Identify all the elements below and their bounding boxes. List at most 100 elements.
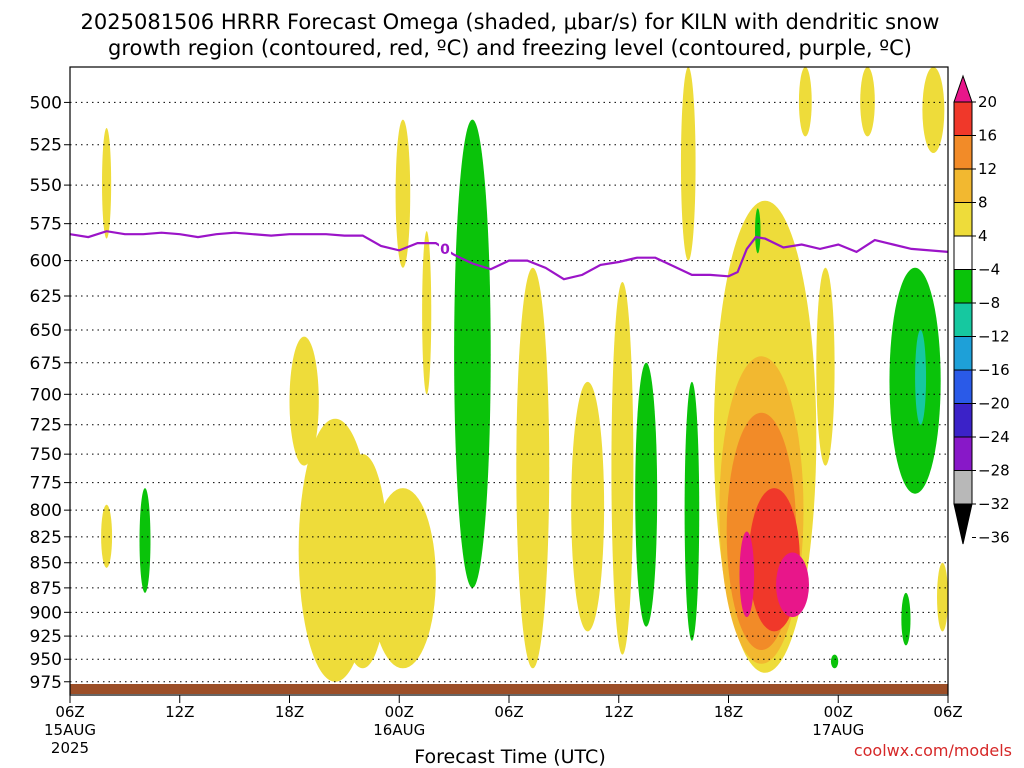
- credit-text: coolwx.com/models: [854, 741, 1012, 760]
- x-tick-date: 15AUG: [44, 721, 96, 739]
- y-tick-label: 925: [30, 627, 62, 647]
- omega-region: [289, 336, 319, 466]
- colorbar-label: −36: [978, 529, 1010, 547]
- omega-region: [101, 504, 113, 568]
- x-tick-label: 18Z: [275, 703, 304, 721]
- omega-region: [915, 330, 927, 425]
- omega-region: [889, 267, 941, 494]
- y-tick-label: 700: [30, 385, 62, 405]
- x-tick-date: 17AUG: [812, 721, 864, 739]
- colorbar-segment: [953, 269, 973, 304]
- ground-surface-band: [70, 684, 948, 694]
- omega-region: [798, 67, 812, 137]
- y-tick-label: 950: [30, 650, 62, 670]
- omega-region: [395, 119, 411, 268]
- colorbar-label: 20: [978, 93, 997, 111]
- x-tick-year: 2025: [51, 739, 89, 757]
- y-tick-label: 825: [30, 528, 62, 548]
- omega-region: [776, 552, 809, 618]
- omega-region: [102, 128, 112, 239]
- omega-region: [830, 654, 839, 669]
- colorbar-label: 16: [978, 127, 997, 145]
- y-tick-label: 750: [30, 445, 62, 465]
- freezing-label-bg: [438, 240, 451, 256]
- colorbar-segment: [953, 202, 973, 237]
- y-tick-label: 800: [30, 501, 62, 521]
- omega-region: [937, 562, 948, 632]
- x-tick-label: 00Z: [385, 703, 414, 721]
- plot-frame: [69, 66, 949, 696]
- colorbar-bottom-arrow: [953, 503, 973, 545]
- colorbar-label: −4: [978, 261, 1000, 279]
- omega-region: [571, 381, 605, 632]
- omega-region: [139, 488, 151, 593]
- colorbar-label: −12: [978, 328, 1010, 346]
- x-tick-label: 18Z: [714, 703, 743, 721]
- colorbar-segment: [953, 403, 973, 438]
- chart-title-line2: growth region (contoured, red, ºC) and f…: [108, 36, 912, 60]
- colorbar-segment: [953, 235, 973, 270]
- omega-region: [860, 67, 875, 137]
- omega-region: [816, 267, 835, 466]
- y-tick-label: 650: [30, 321, 62, 341]
- omega-region: [454, 119, 491, 588]
- freezing-level-layer: 0: [69, 230, 949, 281]
- pressure-gridlines: [70, 101, 948, 683]
- y-tick-label: 500: [30, 93, 62, 113]
- y-tick-label: 775: [30, 474, 62, 494]
- omega-region: [739, 531, 755, 618]
- omega-region: [901, 592, 911, 646]
- colorbar-segment: [953, 436, 973, 471]
- y-tick-label: 550: [30, 176, 62, 196]
- omega-colorbar: 20 16 12 8 4 −4 −8 −12 −16 −20 −24 −28 −32 −36: [953, 74, 1010, 547]
- y-tick-label: 975: [30, 673, 62, 693]
- colorbar-segment: [953, 336, 973, 371]
- y-tick-label: 900: [30, 603, 62, 623]
- colorbar-segment: [953, 369, 973, 404]
- y-tick-label: 525: [30, 136, 62, 156]
- y-tick-label: 675: [30, 354, 62, 374]
- omega-shading-layer: [101, 66, 948, 682]
- colorbar-label: −28: [978, 462, 1010, 480]
- colorbar-segment: [953, 168, 973, 203]
- omega-region: [922, 67, 945, 153]
- colorbar-label: 4: [978, 227, 988, 245]
- freezing-level-line: [69, 230, 949, 281]
- omega-region: [635, 362, 658, 627]
- x-tick-date: 16AUG: [373, 721, 425, 739]
- colorbar-label: −24: [978, 428, 1010, 446]
- colorbar-label: −8: [978, 294, 1000, 312]
- colorbar-label: −16: [978, 361, 1010, 379]
- pressure-axis: 500 525 550 575 600 625 650 675 700 725 750 775 800 8…: [30, 93, 70, 693]
- y-tick-label: 725: [30, 416, 62, 436]
- chart-title-line1: 2025081506 HRRR Forecast Omega (shaded, …: [81, 10, 940, 34]
- y-tick-label: 625: [30, 287, 62, 307]
- colorbar-segment: [953, 101, 973, 136]
- y-tick-label: 575: [30, 215, 62, 235]
- x-tick-label: 06Z: [933, 703, 962, 721]
- omega-region: [755, 208, 761, 254]
- y-tick-label: 600: [30, 252, 62, 272]
- omega-region: [684, 381, 700, 641]
- x-tick-label: 00Z: [824, 703, 853, 721]
- x-axis-title: Forecast Time (UTC): [414, 746, 605, 768]
- colorbar-label: 8: [978, 194, 988, 212]
- colorbar-segment: [953, 135, 973, 170]
- omega-region: [369, 488, 436, 669]
- x-tick-label: 12Z: [604, 703, 633, 721]
- x-tick-label: 06Z: [55, 703, 84, 721]
- omega-region: [422, 231, 432, 395]
- y-tick-label: 875: [30, 579, 62, 599]
- colorbar-label: 12: [978, 160, 997, 178]
- freezing-level-label: 0: [440, 242, 450, 258]
- omega-region: [516, 267, 550, 669]
- x-tick-label: 06Z: [494, 703, 523, 721]
- colorbar-segment: [953, 302, 973, 337]
- colorbar-top-arrow: [953, 74, 973, 103]
- omega-region: [611, 281, 634, 655]
- colorbar-label: −20: [978, 395, 1010, 413]
- y-tick-label: 850: [30, 554, 62, 574]
- colorbar-segment: [953, 470, 973, 505]
